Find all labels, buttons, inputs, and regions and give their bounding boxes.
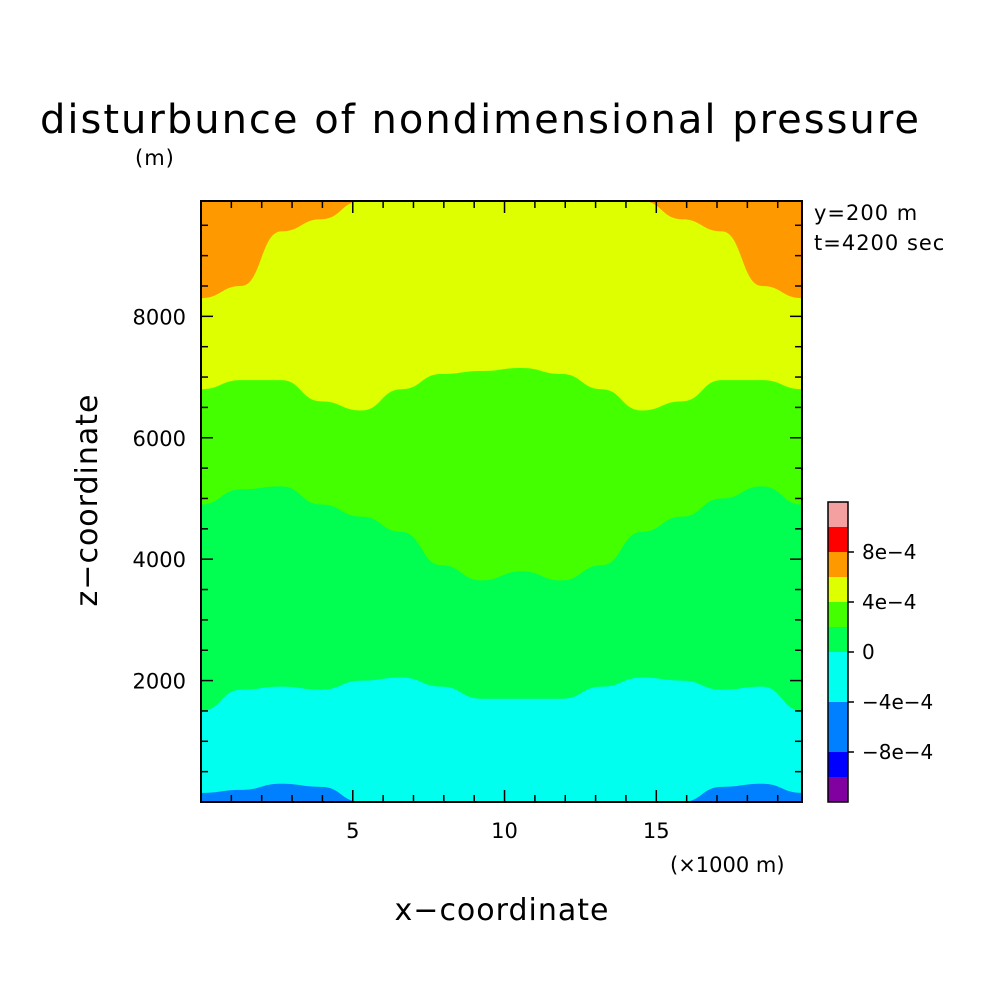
colorbar-bin <box>828 702 848 752</box>
colorbar-label: −4e−4 <box>862 690 933 714</box>
plot-area <box>201 201 802 802</box>
contour-band-yellow <box>201 201 802 411</box>
x-tick-label: 10 <box>491 819 518 843</box>
colorbar-bin <box>828 527 848 552</box>
y-tick-label: 4000 <box>133 548 186 572</box>
colorbar-bin <box>828 627 848 652</box>
colorbar-bin <box>828 777 848 802</box>
x-axis-title: x−coordinate <box>395 893 610 928</box>
y-tick-label: 2000 <box>133 670 186 694</box>
plot-frame <box>200 200 803 803</box>
colorbar-bin <box>828 552 848 577</box>
y-unit-label: (m) <box>135 146 175 170</box>
x-tick-label: 5 <box>346 819 359 843</box>
colorbar-label: 4e−4 <box>862 590 917 614</box>
colorbar-label: 0 <box>862 640 875 664</box>
colorbar-bin <box>828 502 848 527</box>
info-time: t=4200 sec <box>814 231 945 255</box>
x-unit-label: (×1000 m) <box>670 853 785 877</box>
colorbar-bin <box>828 652 848 702</box>
info-y-position: y=200 m <box>814 201 918 225</box>
info-block: y=200 m t=4200 sec <box>814 201 945 255</box>
colorbar-bin <box>828 602 848 627</box>
y-tick-label: 6000 <box>133 427 186 451</box>
colorbar-bin <box>828 577 848 602</box>
colorbar: 8e−4 4e−4 0 −4e−4 −8e−4 <box>827 501 933 803</box>
axis-ticks: 5 10 15 2000 4000 6000 8000 <box>133 201 802 843</box>
y-axis-title: z−coordinate <box>70 394 105 607</box>
colorbar-bin <box>828 752 848 777</box>
y-tick-label: 8000 <box>133 305 186 329</box>
contour-band-orange-top <box>201 201 802 299</box>
x-tick-label: 15 <box>643 819 670 843</box>
chart-title: disturbunce of nondimensional pressure <box>40 97 921 143</box>
colorbar-label: 8e−4 <box>862 540 917 564</box>
colorbar-label: −8e−4 <box>862 740 933 764</box>
